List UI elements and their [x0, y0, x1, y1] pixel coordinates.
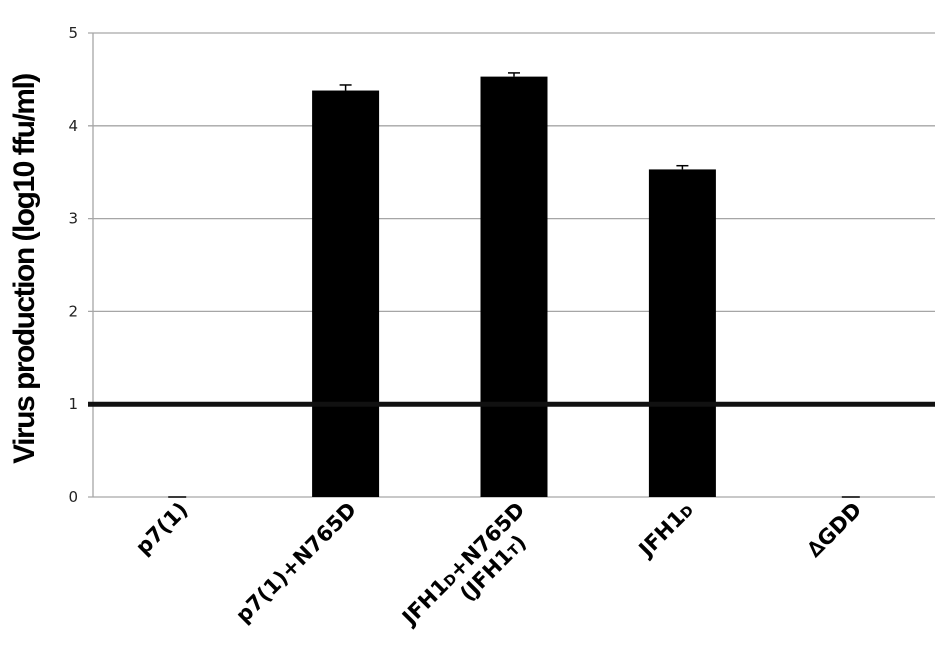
- error-bars: [168, 72, 860, 498]
- y-axis-label: Virus production (log10 ffu/ml): [8, 74, 41, 464]
- y-tick-label: 0: [68, 488, 78, 506]
- x-category-label: JFH1D+N765D(JFH1T): [396, 498, 546, 648]
- x-category-label: p7(1): [131, 498, 193, 560]
- y-tick-label: 3: [68, 210, 78, 228]
- x-category-label: ∆GDD: [802, 498, 866, 562]
- y-tick-label: 4: [68, 117, 78, 135]
- y-tick-label: 1: [68, 395, 78, 413]
- x-axis-categories: p7(1) p7(1)+N765D JFH1D+N765D(JFH1T) JFH1D ∆…: [131, 498, 866, 648]
- bar: [480, 76, 548, 497]
- y-tick-label: 5: [68, 24, 78, 42]
- bar: [312, 90, 380, 497]
- bar: [648, 169, 716, 497]
- x-category-label: p7(1)+N765D: [231, 498, 361, 628]
- y-tick-label: 2: [68, 302, 78, 320]
- y-axis-ticks: 0 1 2 3 4 5: [68, 24, 78, 506]
- bars: [312, 76, 716, 497]
- x-category-label: JFH1D: [633, 498, 698, 563]
